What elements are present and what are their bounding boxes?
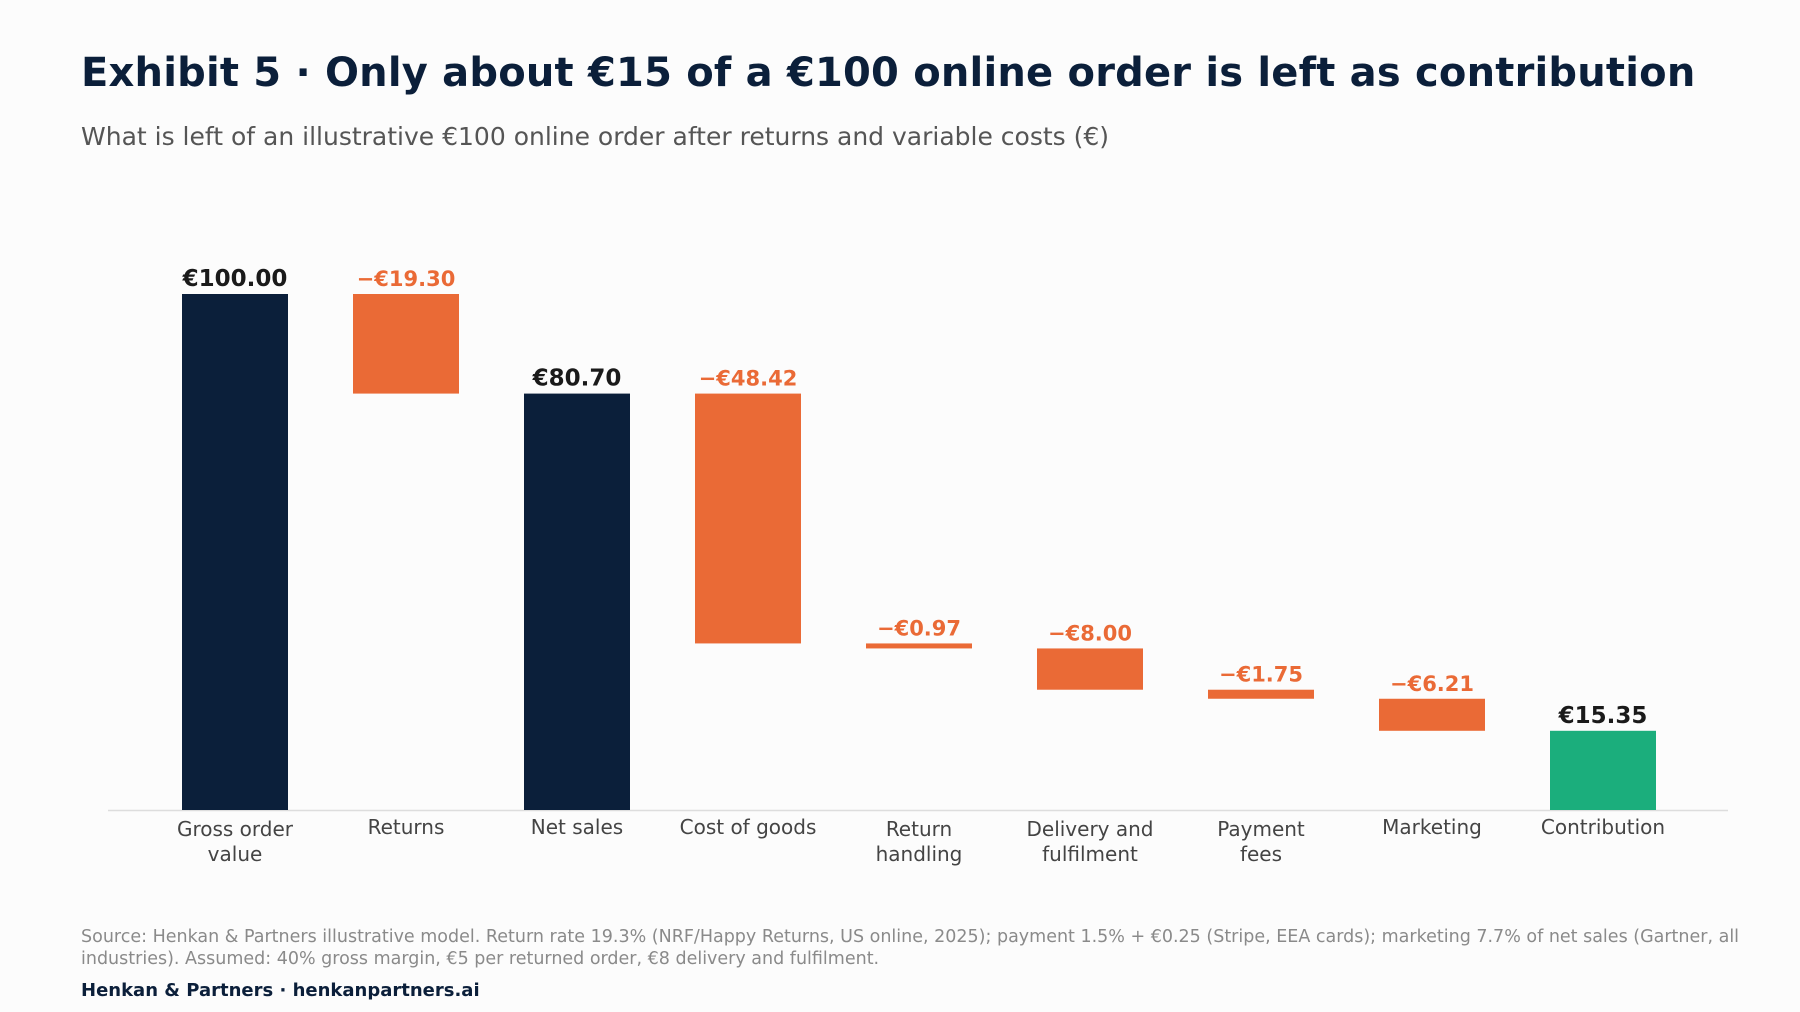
data-label-7: −€6.21 [1390,672,1474,696]
category-label-line: Delivery and [1026,817,1153,841]
category-label-line: Contribution [1541,815,1665,839]
chart-title: Exhibit 5 · Only about €15 of a €100 onl… [81,50,1696,96]
data-label-2: €80.70 [532,366,622,392]
category-label-line: Cost of goods [680,815,817,839]
category-label-6: Payment fees [1217,817,1305,866]
category-label-8: Contribution [1541,815,1665,839]
data-label-3: −€48.42 [699,367,798,391]
category-label-line: Returns [368,815,445,839]
category-label-line: Net sales [531,815,623,839]
category-label-2: Net sales [531,815,623,839]
category-label-line: Payment [1217,817,1305,841]
bar-8 [1550,730,1656,810]
chart-subtitle: What is left of an illustrative €100 onl… [81,122,1110,151]
bar-6 [1208,689,1314,699]
category-label-0: Gross order value [177,817,294,866]
data-label-4: −€0.97 [877,616,961,640]
data-label-8: €15.35 [1558,703,1648,729]
category-label-line: handling [876,842,963,866]
category-label-line: Return [886,817,952,841]
category-label-1: Returns [368,815,445,839]
data-label-5: −€8.00 [1048,621,1132,645]
bar-0 [182,294,288,810]
data-label-0: €100.00 [182,266,288,292]
bar-4 [866,643,972,649]
category-label-7: Marketing [1382,815,1482,839]
data-label-1: −€19.30 [357,267,456,291]
source-note: Source: Henkan & Partners illustrative m… [81,927,1740,969]
waterfall-chart: €100.00 Gross order value −€19.30 Returns €80… [108,266,1728,866]
category-label-line: Gross order [177,817,294,841]
category-label-line: fulfilment [1042,842,1138,866]
bar-2 [524,393,630,810]
bar-3 [695,393,801,644]
category-label-line: value [208,842,263,866]
category-label-5: Delivery and fulfilment [1026,817,1153,866]
credit-line: Henkan & Partners · henkanpartners.ai [81,980,480,1001]
category-label-line: Marketing [1382,815,1482,839]
category-label-line: fees [1240,842,1282,866]
bar-1 [353,294,459,394]
bar-5 [1037,648,1143,690]
data-label-6: −€1.75 [1219,663,1303,687]
category-label-4: Return handling [876,817,963,866]
category-label-3: Cost of goods [680,815,817,839]
bar-7 [1379,698,1485,731]
